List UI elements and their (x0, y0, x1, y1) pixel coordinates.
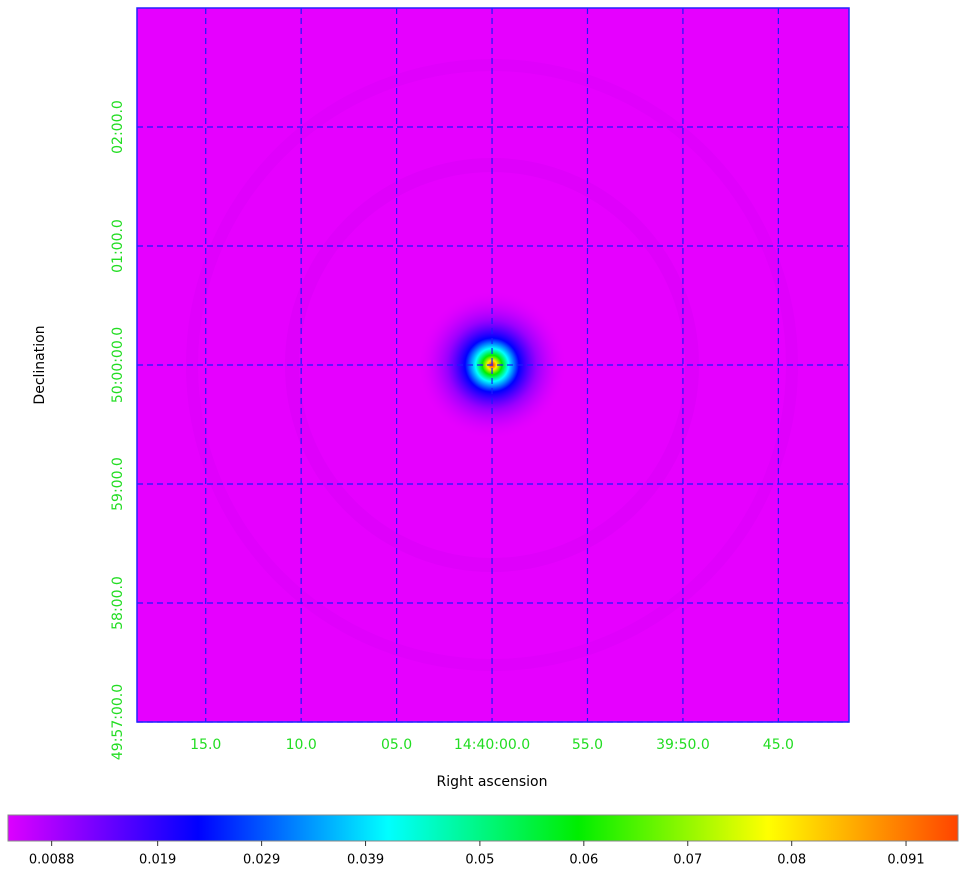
y-tick-label: 49:57:00.0 (110, 684, 126, 760)
x-tick-label: 39:50.0 (656, 737, 710, 753)
x-tick-label: 14:40:00.0 (454, 737, 530, 753)
colorbar-tick-label: 0.029 (243, 853, 280, 868)
x-tick-label: 55.0 (572, 737, 603, 753)
x-tick-label: 45.0 (763, 737, 794, 753)
y-tick-label: 50:00:00.0 (110, 327, 126, 403)
x-axis-label: Right ascension (437, 774, 548, 790)
colorbar (8, 815, 958, 841)
x-tick-label: 10.0 (286, 737, 317, 753)
colorbar-tick-label: 0.07 (673, 853, 702, 868)
y-tick-label: 01:00.0 (110, 219, 126, 273)
x-tick-label: 05.0 (381, 737, 412, 753)
x-tick-label: 15.0 (190, 737, 221, 753)
colorbar-tick-label: 0.08 (777, 853, 806, 868)
colorbar-tick-label: 0.05 (465, 853, 494, 868)
colorbar-tick-label: 0.0088 (29, 853, 75, 868)
colorbar-tick-label: 0.039 (347, 853, 384, 868)
y-tick-label: 02:00.0 (110, 100, 126, 154)
colorbar-tick-label: 0.091 (887, 853, 924, 868)
colorbar-tick-label: 0.06 (569, 853, 598, 868)
colorbar-tick-label: 0.019 (139, 853, 176, 868)
y-tick-label: 58:00.0 (110, 576, 126, 630)
viewer: Right ascension Declination 15.0 10.0 05.0… (0, 0, 960, 872)
y-axis-label: Declination (32, 325, 48, 404)
y-tick-label: 59:00.0 (110, 457, 126, 511)
